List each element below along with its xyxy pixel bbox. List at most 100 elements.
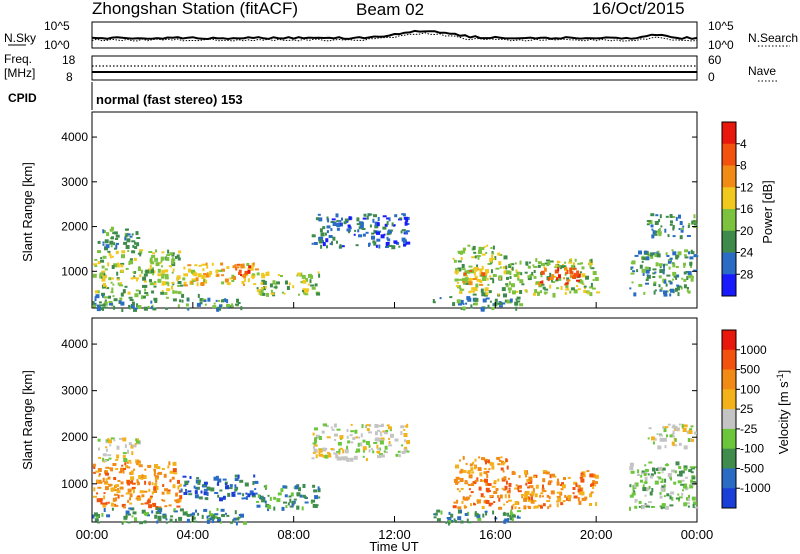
echo-cell — [315, 454, 318, 459]
echo-cell — [590, 483, 592, 487]
echo-cell — [361, 228, 366, 230]
echo-cell — [667, 423, 671, 426]
echo-cell — [671, 433, 674, 438]
echo-cell — [491, 307, 495, 311]
colorbar-tick-label: 20 — [740, 224, 754, 238]
echo-cell — [157, 268, 161, 273]
echo-cell — [478, 456, 481, 459]
echo-cell — [673, 481, 677, 485]
echo-cell — [110, 291, 114, 294]
echo-cell — [196, 477, 200, 480]
echo-cell — [327, 455, 332, 458]
echo-cell — [161, 281, 166, 286]
nsky-frame — [91, 21, 698, 49]
echo-cell — [136, 237, 141, 239]
echo-cell — [489, 275, 492, 278]
echo-cell — [150, 306, 153, 310]
echo-cell — [265, 484, 268, 489]
echo-cell — [692, 501, 697, 506]
echo-cell — [650, 252, 653, 257]
echo-cell — [519, 260, 522, 265]
echo-cell — [368, 444, 371, 448]
echo-cell — [556, 287, 560, 290]
echo-cell — [138, 290, 141, 295]
echo-cell — [640, 474, 643, 478]
x-tick-label: 00:00 — [76, 527, 109, 542]
echo-cell — [362, 449, 365, 453]
echo-cell — [548, 480, 553, 483]
echo-cell — [285, 280, 288, 285]
echo-cell — [161, 468, 165, 470]
echo-cell — [462, 306, 467, 310]
echo-cell — [106, 514, 111, 518]
echo-cell — [103, 508, 106, 512]
echo-cell — [485, 482, 489, 486]
echo-cell — [217, 518, 222, 522]
echo-cell — [171, 281, 175, 284]
echo-cell — [643, 291, 646, 295]
echo-cell — [159, 511, 162, 515]
echo-cell — [455, 285, 460, 288]
echo-cell — [147, 464, 152, 468]
echo-cell — [653, 281, 657, 284]
colorbar-segment — [722, 143, 736, 166]
echo-cell — [256, 272, 260, 276]
echo-cell — [137, 462, 140, 466]
echo-cell — [142, 276, 147, 281]
echo-cell — [634, 254, 639, 257]
echo-cell — [277, 274, 280, 276]
echo-cell — [256, 289, 261, 293]
echo-cell — [641, 268, 646, 273]
echo-cell — [478, 268, 483, 271]
echo-cell — [462, 247, 466, 251]
echo-cell — [693, 254, 698, 258]
echo-cell — [297, 272, 301, 276]
echo-cell — [194, 264, 198, 267]
echo-cell — [383, 431, 388, 435]
echo-cell — [208, 273, 211, 276]
echo-cell — [372, 218, 375, 223]
echo-cell — [123, 506, 126, 509]
echo-cell — [343, 456, 348, 461]
echo-cell — [570, 258, 573, 261]
echo-cell — [171, 257, 174, 260]
echo-cell — [493, 501, 496, 503]
echo-cell — [113, 242, 116, 246]
echo-cell — [463, 282, 466, 285]
echo-cell — [205, 262, 208, 266]
echo-cell — [486, 460, 490, 463]
echo-cell — [551, 281, 556, 283]
echo-cell — [174, 290, 178, 294]
echo-cell — [202, 268, 205, 272]
echo-cell — [105, 472, 109, 476]
echo-cell — [678, 214, 681, 219]
echo-cell — [175, 499, 180, 504]
echo-cell — [166, 257, 170, 261]
echo-cell — [693, 223, 698, 226]
echo-cell — [235, 266, 240, 269]
echo-cell — [226, 303, 231, 307]
echo-cell — [154, 281, 157, 285]
echo-cell — [162, 484, 165, 487]
echo-cell — [673, 444, 678, 447]
echo-cell — [180, 488, 183, 493]
echo-cell — [92, 514, 95, 519]
echo-cell — [140, 295, 143, 300]
echo-cell — [455, 476, 460, 480]
echo-cell — [472, 481, 477, 485]
echo-cell — [582, 497, 587, 501]
echo-cell — [135, 440, 140, 444]
echo-cell — [112, 295, 115, 298]
echo-cell — [102, 282, 106, 287]
echo-cell — [675, 427, 680, 431]
echo-cell — [460, 257, 463, 261]
echo-cell — [510, 509, 513, 514]
echo-cell — [474, 479, 479, 482]
echo-cell — [373, 442, 378, 444]
echo-cell — [99, 498, 103, 502]
echo-cell — [681, 479, 685, 482]
echo-cell — [683, 278, 687, 282]
echo-cell — [101, 265, 105, 269]
echo-cell — [587, 291, 590, 295]
echo-cell — [655, 230, 658, 234]
